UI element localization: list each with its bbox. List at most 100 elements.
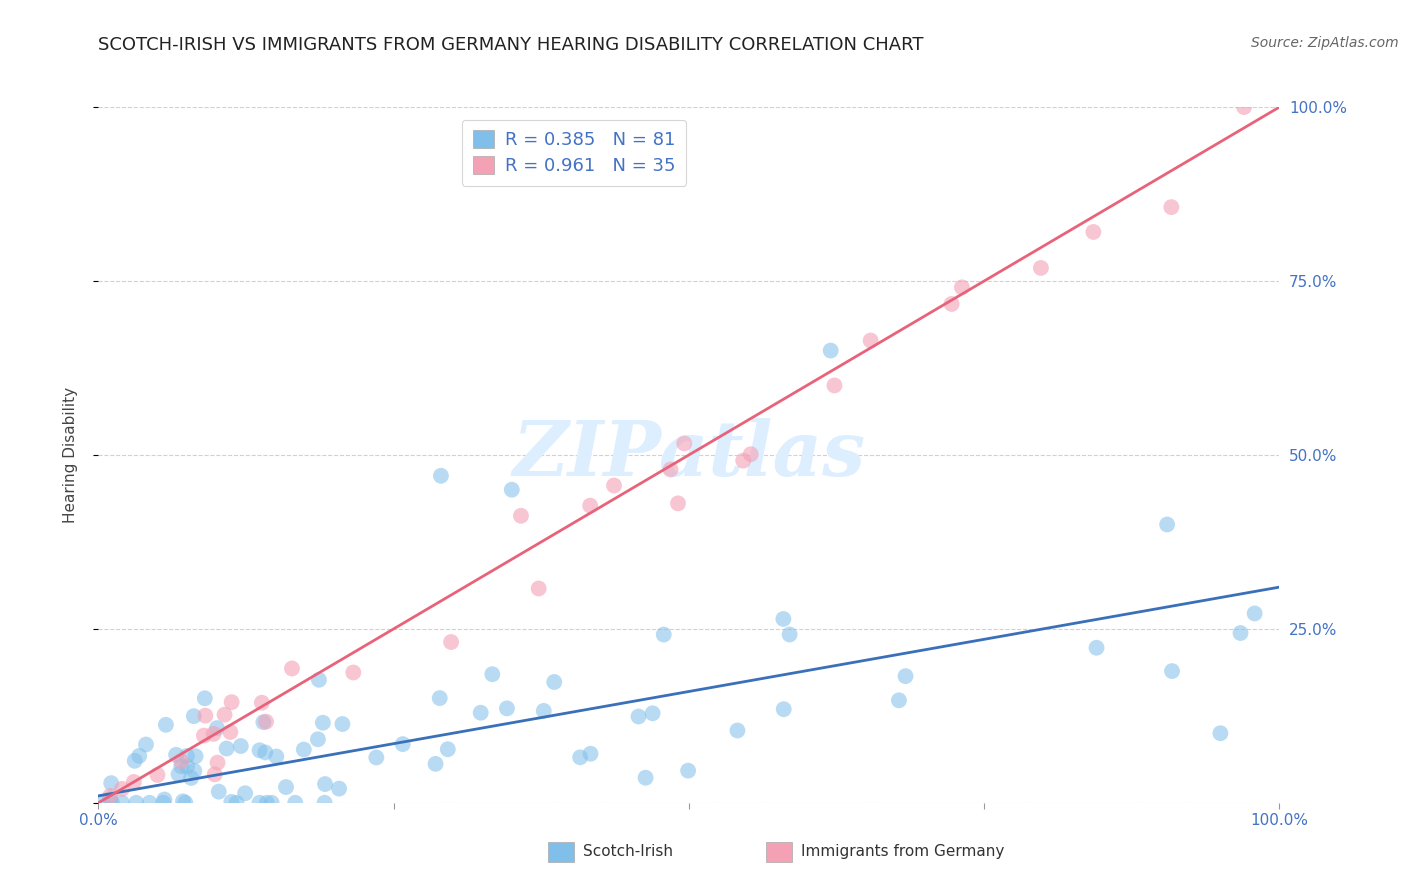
Point [391, 737, 413, 751]
Point [172, 794, 194, 808]
Point [254, 746, 277, 760]
Point [221, 795, 243, 809]
Point [170, 754, 193, 768]
Point [249, 796, 271, 810]
Point [314, 796, 336, 810]
Point [152, 796, 174, 810]
Point [894, 669, 917, 683]
Point [281, 661, 304, 675]
Point [214, 707, 236, 722]
Point [266, 749, 288, 764]
Legend: R = 0.385   N = 81, R = 0.961   N = 35: R = 0.385 N = 81, R = 0.961 N = 35 [461, 120, 686, 186]
Point [167, 767, 190, 781]
Point [659, 462, 682, 476]
Point [307, 732, 329, 747]
Point [430, 468, 453, 483]
Point [1161, 664, 1184, 678]
Point [1229, 626, 1251, 640]
Point [98, 792, 121, 806]
Point [314, 777, 336, 791]
Point [887, 693, 910, 707]
Point [308, 673, 330, 687]
Point [101, 796, 124, 810]
Point [772, 612, 794, 626]
Point [225, 796, 247, 810]
Point [772, 702, 794, 716]
Point [666, 496, 689, 510]
Point [1160, 200, 1182, 214]
Point [208, 784, 231, 798]
Point [284, 796, 307, 810]
Point [135, 738, 157, 752]
Point [652, 627, 675, 641]
Point [569, 750, 592, 764]
Point [98, 789, 121, 803]
Point [501, 483, 523, 497]
Point [176, 759, 198, 773]
Point [205, 721, 228, 735]
Point [146, 768, 169, 782]
Point [256, 796, 278, 810]
Point [176, 748, 198, 763]
Point [823, 378, 845, 392]
Point [1233, 100, 1256, 114]
Point [183, 764, 205, 778]
Point [779, 627, 801, 641]
Point [274, 780, 297, 794]
Point [579, 747, 602, 761]
Point [219, 725, 242, 739]
Text: Source: ZipAtlas.com: Source: ZipAtlas.com [1251, 36, 1399, 50]
Point [122, 775, 145, 789]
Point [111, 781, 134, 796]
Point [180, 771, 202, 785]
Point [155, 718, 177, 732]
Point [533, 704, 555, 718]
Point [184, 749, 207, 764]
Point [165, 747, 187, 762]
Point [950, 280, 973, 294]
Point [170, 759, 193, 773]
Point [215, 741, 238, 756]
Point [194, 691, 217, 706]
Point [496, 701, 519, 715]
Point [727, 723, 749, 738]
Point [312, 715, 335, 730]
Point [342, 665, 364, 680]
Point [425, 756, 447, 771]
Point [634, 771, 657, 785]
Point [233, 786, 256, 800]
Point [733, 453, 755, 467]
Point [250, 696, 273, 710]
Point [440, 635, 463, 649]
Point [481, 667, 503, 681]
Y-axis label: Hearing Disability: Hearing Disability [63, 387, 77, 523]
Text: SCOTCH-IRISH VS IMMIGRANTS FROM GERMANY HEARING DISABILITY CORRELATION CHART: SCOTCH-IRISH VS IMMIGRANTS FROM GERMANY … [98, 36, 924, 54]
Point [125, 796, 148, 810]
Point [579, 499, 602, 513]
Point [229, 739, 252, 753]
Point [527, 582, 550, 596]
Point [194, 708, 217, 723]
Point [124, 754, 146, 768]
Point [1209, 726, 1232, 740]
Point [1243, 607, 1265, 621]
Point [254, 714, 277, 729]
Point [627, 709, 650, 723]
Point [174, 796, 197, 810]
Point [820, 343, 842, 358]
Point [510, 508, 533, 523]
Point [252, 715, 274, 730]
Point [859, 334, 882, 348]
Point [740, 447, 762, 461]
Point [941, 297, 963, 311]
Point [202, 727, 225, 741]
Point [366, 750, 388, 764]
Point [641, 706, 664, 721]
Point [128, 748, 150, 763]
Point [221, 695, 243, 709]
Point [153, 792, 176, 806]
Point [193, 729, 215, 743]
Point [204, 767, 226, 781]
Point [292, 742, 315, 756]
Point [91, 796, 114, 810]
